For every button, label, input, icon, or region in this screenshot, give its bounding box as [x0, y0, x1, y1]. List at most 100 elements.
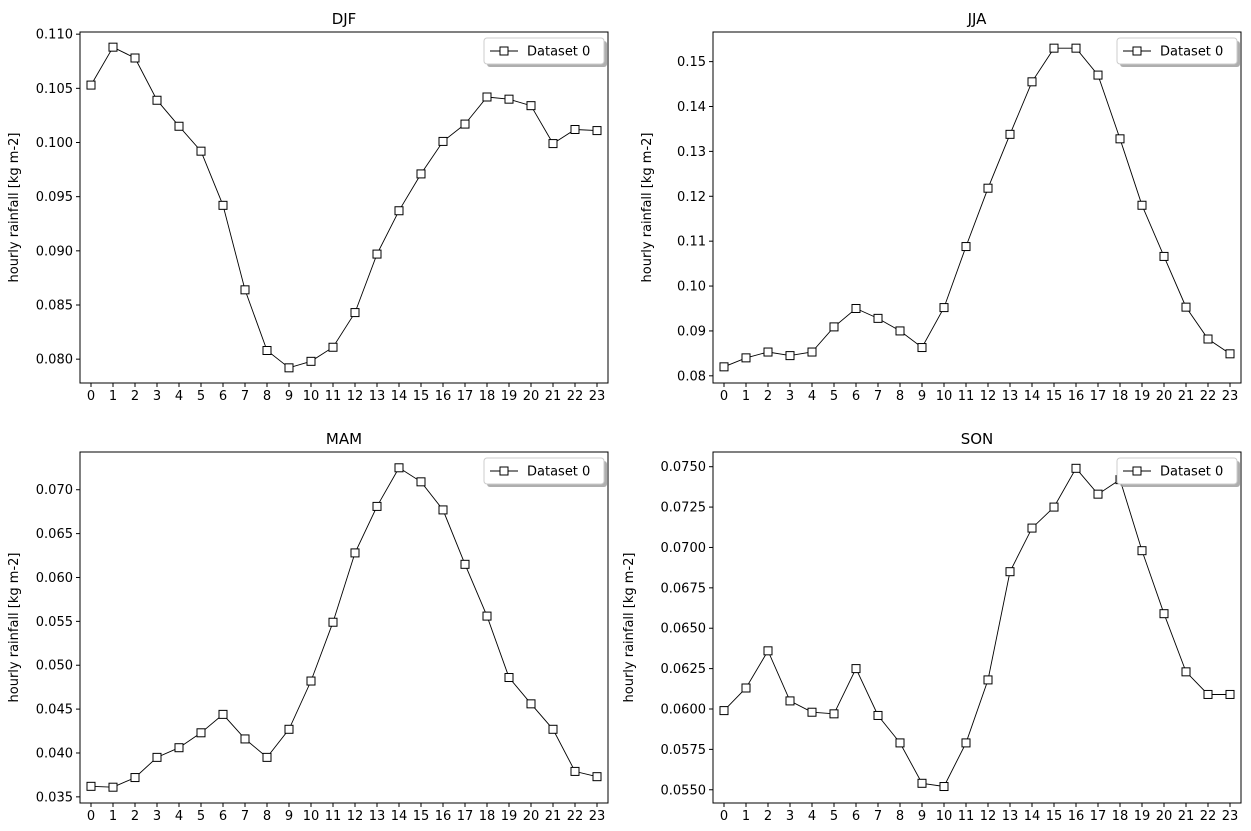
x-tick-label: 5: [197, 389, 205, 404]
data-point: [1005, 567, 1015, 577]
x-tick-label: 12: [347, 809, 364, 824]
x-tick-label: 7: [874, 389, 882, 404]
x-tick-label: 9: [285, 809, 293, 824]
legend-marker: [499, 46, 509, 56]
data-point: [1027, 523, 1037, 533]
x-tick-label: 17: [457, 389, 474, 404]
data-point: [1005, 129, 1015, 139]
series-line: [90, 467, 598, 788]
data-point: [196, 728, 206, 738]
y-tick-label: 0.110: [36, 28, 73, 43]
data-point: [1203, 334, 1213, 344]
y-axis-label: hourly rainfall [kg m-2]: [622, 553, 637, 703]
y-axis-label: hourly rainfall [kg m-2]: [640, 133, 655, 283]
data-point: [1115, 134, 1125, 144]
legend-box: [1116, 457, 1238, 485]
y-tick-label: 0.11: [677, 235, 706, 250]
x-tick-label: 5: [197, 809, 205, 824]
data-point: [1027, 77, 1037, 87]
x-tick-label: 10: [936, 389, 953, 404]
y-tick-label: 0.0700: [661, 541, 707, 556]
y-tick-label: 0.045: [36, 703, 73, 718]
x-tick-label: 9: [918, 809, 926, 824]
x-tick-label: 19: [1134, 389, 1151, 404]
data-point: [482, 92, 492, 102]
y-tick-label: 0.085: [36, 299, 73, 314]
y-tick-label: 0.040: [36, 746, 73, 761]
subplot-title: DJF: [332, 10, 357, 28]
x-tick-label: 13: [1002, 809, 1019, 824]
x-tick-label: 17: [1090, 809, 1107, 824]
series-line: [723, 47, 1231, 368]
x-tick-label: 14: [1024, 389, 1041, 404]
data-point: [785, 351, 795, 361]
x-tick-label: 0: [720, 389, 728, 404]
x-tick-label: 0: [720, 809, 728, 824]
data-point: [438, 136, 448, 146]
data-point: [174, 743, 184, 753]
x-tick-label: 5: [830, 809, 838, 824]
y-tick-label: 0.0650: [661, 622, 707, 637]
data-point: [460, 559, 470, 569]
data-point: [108, 42, 118, 52]
x-tick-label: 1: [109, 809, 117, 824]
x-tick-label: 21: [1178, 809, 1195, 824]
data-point: [1181, 667, 1191, 677]
y-tick-label: 0.13: [677, 145, 706, 160]
data-point: [829, 709, 839, 719]
data-point: [763, 646, 773, 656]
x-tick-label: 7: [241, 389, 249, 404]
data-point: [548, 724, 558, 734]
data-point: [262, 346, 272, 355]
x-tick-label: 4: [808, 809, 816, 824]
data-point: [939, 782, 949, 792]
x-tick-label: 23: [1222, 389, 1239, 404]
data-point: [807, 707, 817, 717]
x-tick-label: 11: [958, 809, 975, 824]
data-point: [719, 362, 729, 372]
data-point: [741, 353, 751, 363]
data-point: [570, 766, 580, 776]
y-tick-label: 0.0725: [661, 501, 707, 516]
x-tick-label: 20: [523, 809, 540, 824]
data-point: [592, 126, 602, 136]
data-point: [548, 139, 558, 149]
x-tick-label: 19: [501, 809, 518, 824]
x-tick-label: 6: [852, 809, 860, 824]
data-point: [785, 696, 795, 706]
x-tick-label: 9: [918, 389, 926, 404]
data-point: [1049, 43, 1059, 53]
x-tick-label: 19: [1134, 809, 1151, 824]
data-point: [895, 738, 905, 748]
x-tick-label: 16: [1068, 809, 1085, 824]
data-point: [939, 303, 949, 313]
data-point: [460, 119, 470, 129]
x-tick-label: 8: [263, 389, 271, 404]
data-point: [763, 347, 773, 357]
x-tick-label: 17: [457, 809, 474, 824]
x-tick-label: 1: [742, 809, 750, 824]
x-tick-label: 14: [1024, 809, 1041, 824]
data-point: [350, 548, 360, 558]
x-tick-label: 16: [435, 389, 452, 404]
x-tick-label: 21: [1178, 389, 1195, 404]
y-tick-label: 0.0675: [661, 581, 707, 596]
x-tick-label: 1: [109, 389, 117, 404]
x-tick-label: 23: [589, 389, 606, 404]
data-point: [504, 673, 514, 683]
y-tick-label: 0.09: [677, 324, 706, 339]
axes-frame: [79, 451, 609, 804]
axes-frame: [712, 31, 1242, 384]
x-tick-label: 23: [1222, 809, 1239, 824]
x-tick-label: 13: [1002, 389, 1019, 404]
x-tick-label: 13: [369, 389, 386, 404]
data-point: [372, 249, 382, 259]
x-tick-label: 19: [501, 389, 518, 404]
data-point: [1071, 463, 1081, 473]
data-point: [873, 710, 883, 720]
data-point: [526, 699, 536, 709]
x-tick-label: 3: [153, 389, 161, 404]
data-point: [262, 752, 272, 762]
x-tick-label: 3: [786, 389, 794, 404]
